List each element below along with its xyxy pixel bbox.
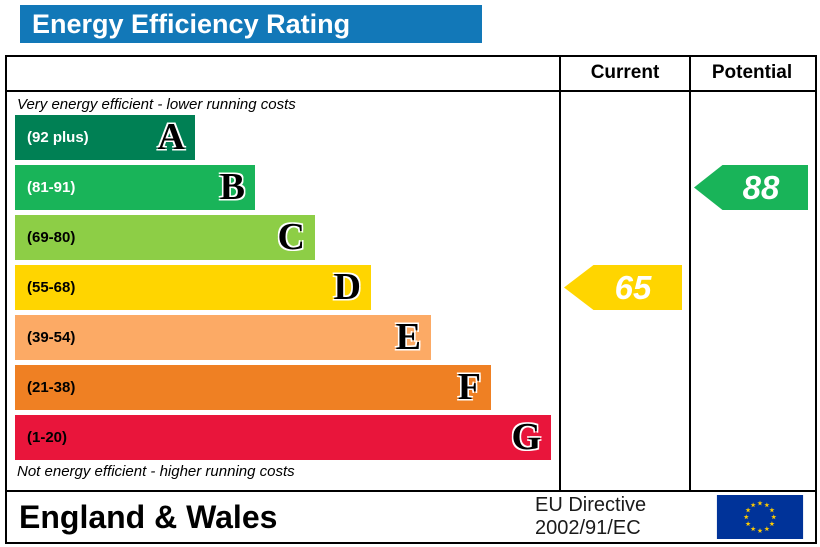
eu-directive-label: EU Directive 2002/91/EC [535, 494, 646, 540]
potential-rating-arrow: 88 [694, 165, 808, 210]
band-range: (21-38) [27, 379, 76, 396]
rating-bands: (92 plus) A (81-91) B (69-80) C (55-68) … [15, 115, 551, 465]
band-row-f: (21-38) F [15, 365, 491, 410]
band-letter: G [511, 416, 541, 458]
chart-title-bar: Energy Efficiency Rating [20, 5, 482, 43]
page-title: Energy Efficiency Rating [32, 8, 351, 39]
eu-flag-icon [716, 495, 804, 539]
band-range: (55-68) [27, 279, 76, 296]
band-letter: A [157, 116, 185, 158]
potential-rating-value: 88 [742, 168, 780, 206]
rating-table: Current Potential Very energy efficient … [5, 55, 817, 492]
top-note: Very energy efficient - lower running co… [17, 96, 296, 113]
band-row-c: (69-80) C [15, 215, 315, 260]
header-underline [7, 90, 815, 92]
band-range: (69-80) [27, 229, 76, 246]
current-column-divider [559, 57, 561, 490]
footer: England & Wales EU Directive 2002/91/EC [5, 490, 817, 544]
eu-directive-line1: EU Directive [535, 494, 647, 516]
band-range: (1-20) [27, 429, 68, 446]
band-range: (92 plus) [27, 129, 89, 146]
region-label: England & Wales [19, 498, 278, 535]
band-range: (81-91) [27, 179, 76, 196]
band-row-g: (1-20) G [15, 415, 551, 460]
current-rating-value: 65 [614, 268, 652, 306]
current-rating-arrow: 65 [564, 265, 682, 310]
band-row-b: (81-91) B [15, 165, 255, 210]
band-letter: D [333, 266, 361, 308]
band-range: (39-54) [27, 329, 76, 346]
band-letter: E [395, 316, 421, 358]
potential-column-header: Potential [711, 62, 793, 83]
band-letter: C [277, 216, 305, 258]
eu-directive-line2: 2002/91/EC [535, 517, 641, 539]
band-row-a: (92 plus) A [15, 115, 195, 160]
band-letter: F [457, 366, 481, 408]
band-row-e: (39-54) E [15, 315, 431, 360]
band-row-d: (55-68) D [15, 265, 371, 310]
band-letter: B [219, 166, 245, 208]
bottom-note: Not energy efficient - higher running co… [17, 463, 295, 480]
current-column-header: Current [590, 62, 660, 83]
potential-column-divider [689, 57, 691, 490]
